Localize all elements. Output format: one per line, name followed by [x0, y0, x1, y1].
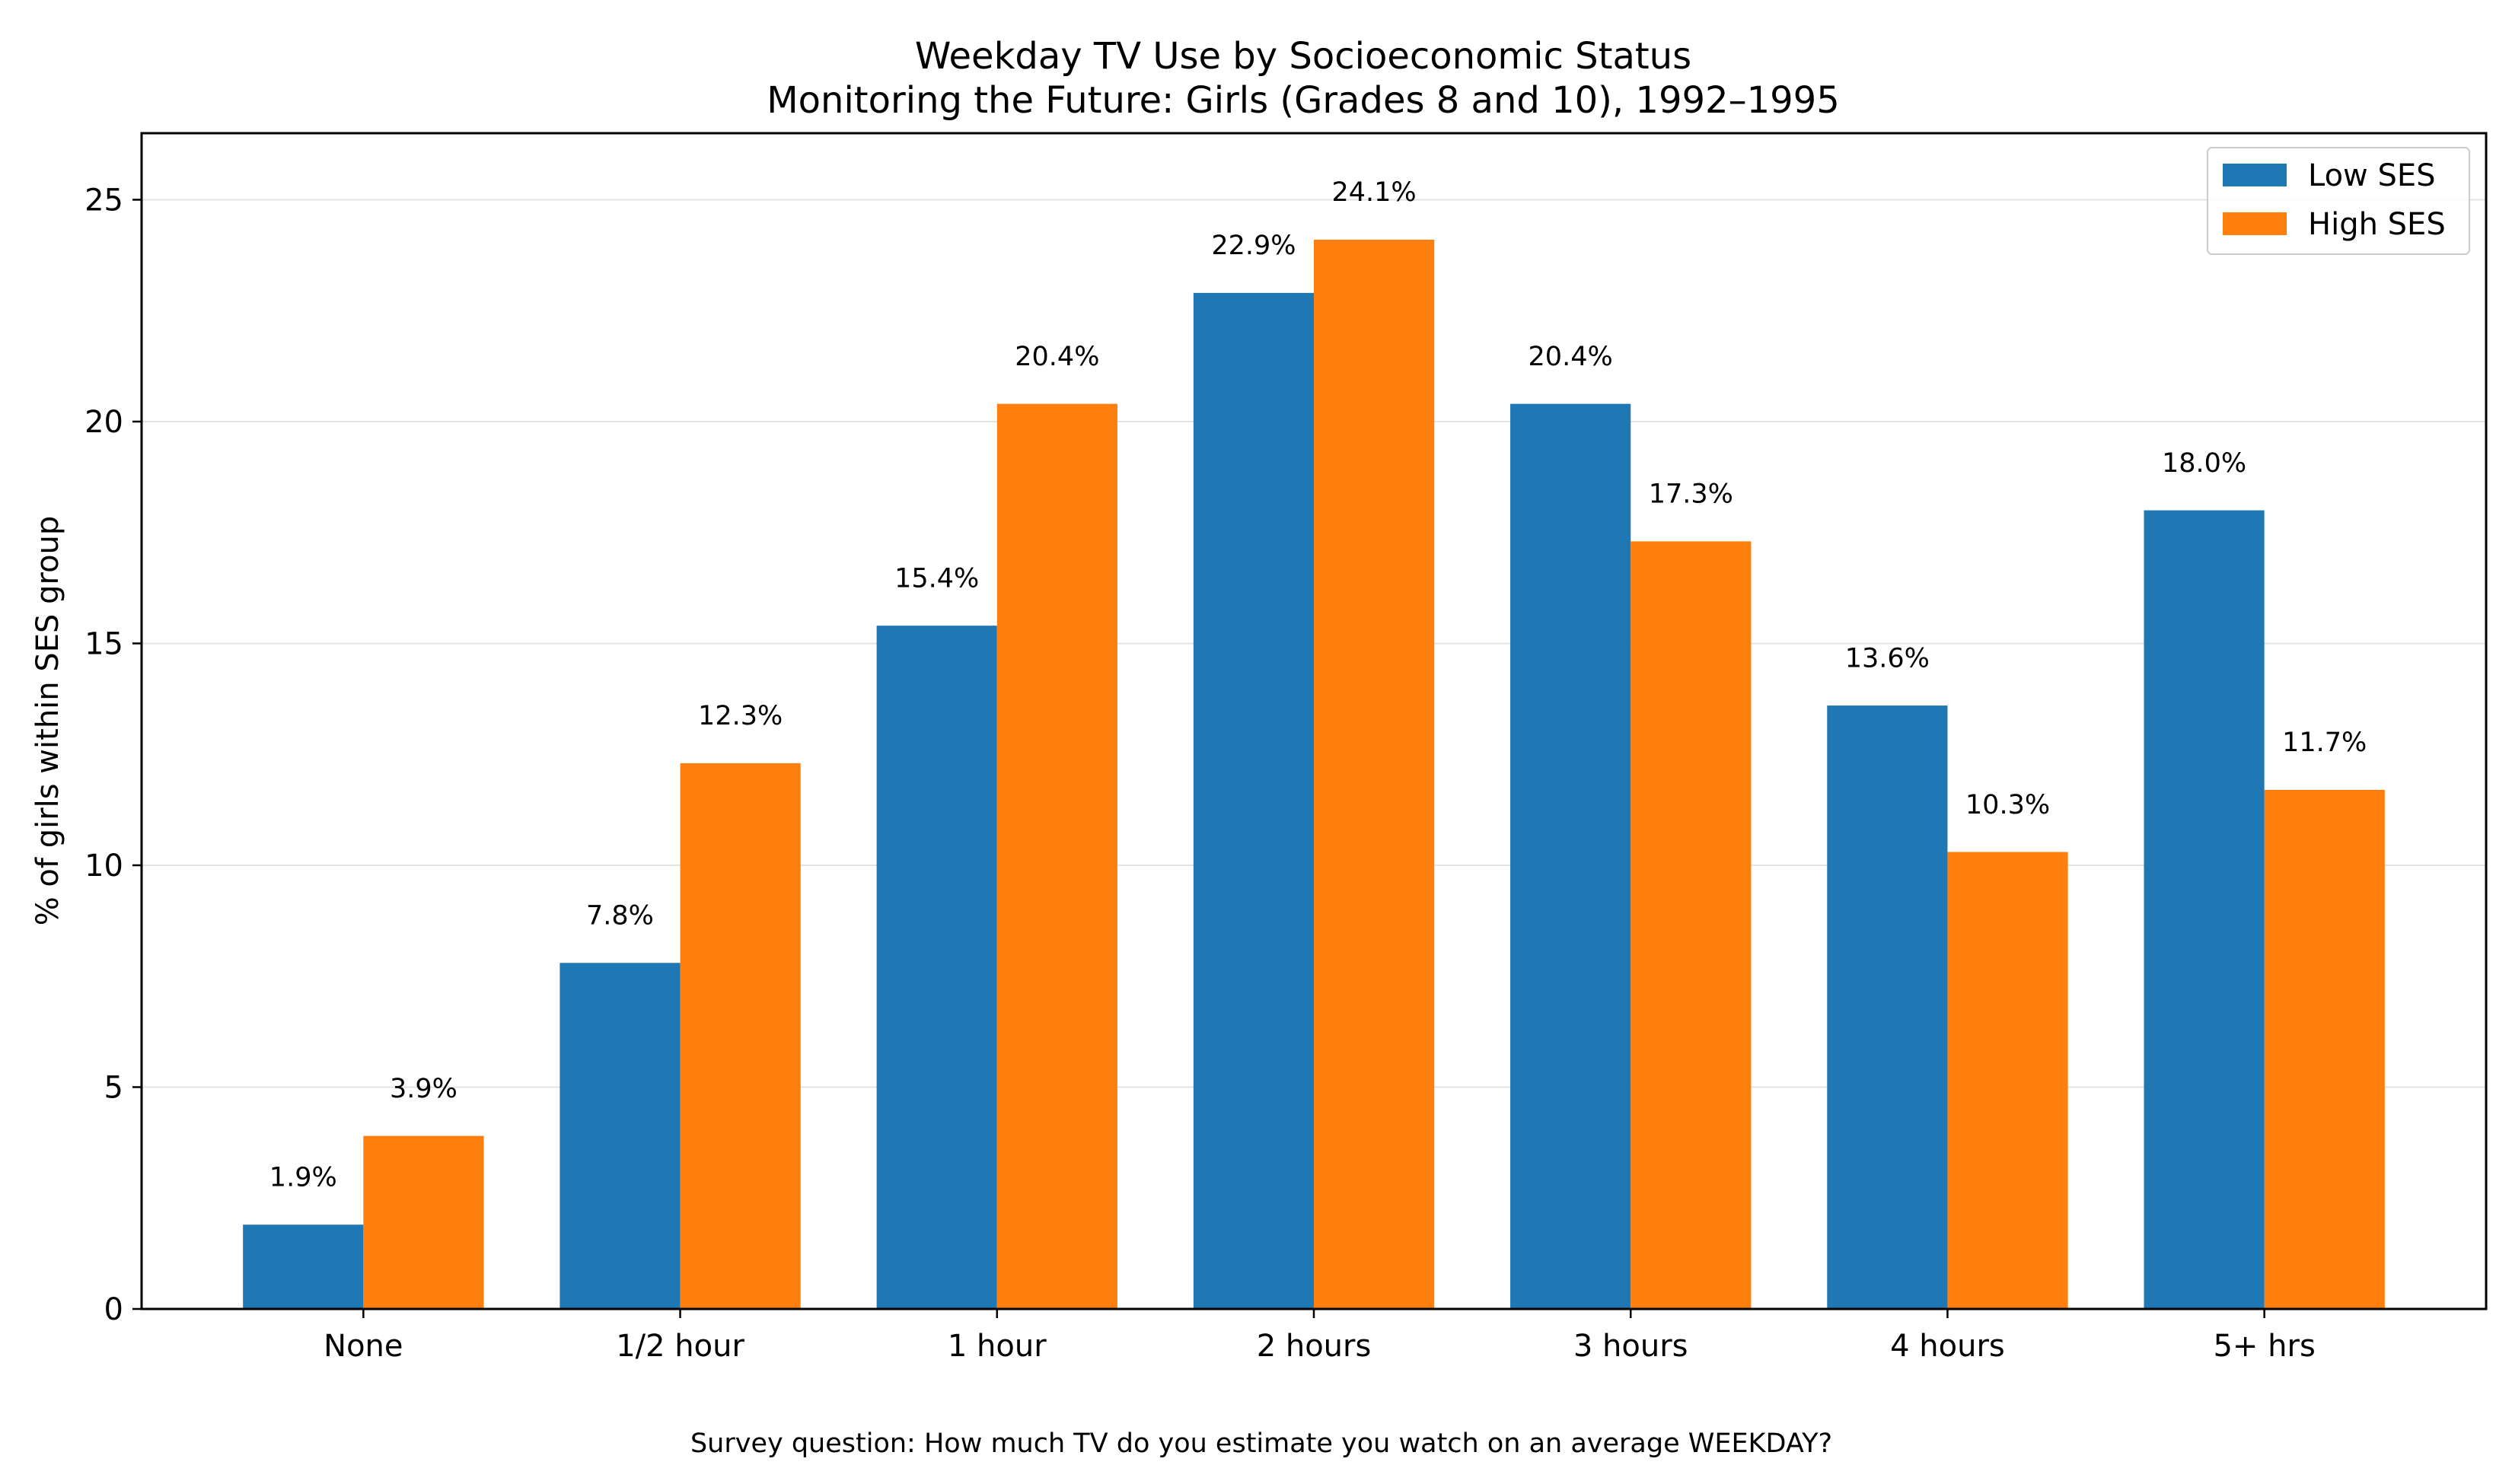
- chart-title: Weekday TV Use by Socioeconomic Status: [915, 35, 1691, 78]
- bar-high-ses: [363, 1135, 484, 1309]
- bar-value-label-high-ses: 11.7%: [2282, 728, 2367, 758]
- x-axis-ticks: None 1/2 hour 1 hour 2 hours 3 hours 4 hours 5…: [324, 1309, 2316, 1364]
- bar-value-label-high-ses: 17.3%: [1649, 479, 1733, 510]
- bar-low-ses: [2144, 510, 2265, 1309]
- y-axis-ticks: 0 5 10 15 20 25: [84, 183, 142, 1327]
- legend-swatch-low-ses: [2223, 164, 2287, 186]
- bar-value-label-high-ses: 10.3%: [1965, 790, 2050, 820]
- x-tick-label: 1 hour: [948, 1329, 1047, 1364]
- bar-high-ses: [1314, 239, 1435, 1309]
- bar-value-label-high-ses: 24.1%: [1331, 177, 1416, 208]
- bar-value-label-low-ses: 20.4%: [1529, 342, 1613, 372]
- bar-value-label-high-ses: 12.3%: [698, 701, 783, 731]
- bar-high-ses: [2264, 789, 2385, 1309]
- bar-value-label-low-ses: 18.0%: [2162, 448, 2246, 479]
- bar-value-label-low-ses: 7.8%: [586, 901, 654, 931]
- y-tick-label: 10: [84, 849, 123, 884]
- legend-swatch-high-ses: [2223, 212, 2287, 235]
- bar-low-ses: [1827, 705, 1948, 1309]
- legend-label-high-ses: High SES: [2308, 207, 2446, 242]
- y-tick-label: 15: [84, 626, 123, 661]
- y-tick-label: 0: [104, 1292, 123, 1327]
- bar-low-ses: [1510, 403, 1631, 1309]
- bar-value-label-high-ses: 3.9%: [390, 1074, 457, 1104]
- bar-value-label-low-ses: 22.9%: [1211, 231, 1296, 261]
- bars: [243, 239, 2385, 1310]
- legend-label-low-ses: Low SES: [2308, 158, 2436, 193]
- y-tick-label: 5: [104, 1070, 123, 1105]
- y-axis-label: % of girls within SES group: [30, 516, 65, 926]
- survey-question-footnote: Survey question: How much TV do you esti…: [690, 1428, 1832, 1459]
- bar-low-ses: [876, 626, 997, 1309]
- y-tick-label: 20: [84, 405, 123, 440]
- y-tick-label: 25: [84, 183, 123, 218]
- bar-high-ses: [996, 403, 1117, 1309]
- bar-value-label-low-ses: 15.4%: [894, 563, 979, 594]
- bar-low-ses: [1193, 292, 1314, 1310]
- x-tick-label: 2 hours: [1257, 1329, 1372, 1364]
- x-tick-label: 3 hours: [1573, 1329, 1688, 1364]
- legend: Low SES High SES: [2207, 147, 2470, 255]
- bar-high-ses: [1631, 541, 1752, 1309]
- bar-value-label-high-ses: 20.4%: [1015, 342, 1099, 372]
- x-tick-label: 1/2 hour: [616, 1329, 744, 1364]
- bar-high-ses: [1947, 852, 2068, 1309]
- bar-value-labels: 1.9% 7.8% 15.4% 22.9% 20.4% 13.6% 18.0% 3.9% 12.…: [269, 177, 2367, 1193]
- bar-low-ses: [559, 963, 681, 1309]
- bar-low-ses: [243, 1224, 364, 1309]
- bar-value-label-low-ses: 13.6%: [1845, 643, 1930, 674]
- x-tick-label: None: [324, 1329, 403, 1364]
- bar-value-label-low-ses: 1.9%: [269, 1163, 337, 1193]
- x-tick-label: 4 hours: [1890, 1329, 2005, 1364]
- bar-high-ses: [680, 763, 801, 1309]
- chart-subtitle: Monitoring the Future: Girls (Grades 8 a…: [767, 79, 1839, 122]
- x-tick-label: 5+ hrs: [2213, 1329, 2315, 1364]
